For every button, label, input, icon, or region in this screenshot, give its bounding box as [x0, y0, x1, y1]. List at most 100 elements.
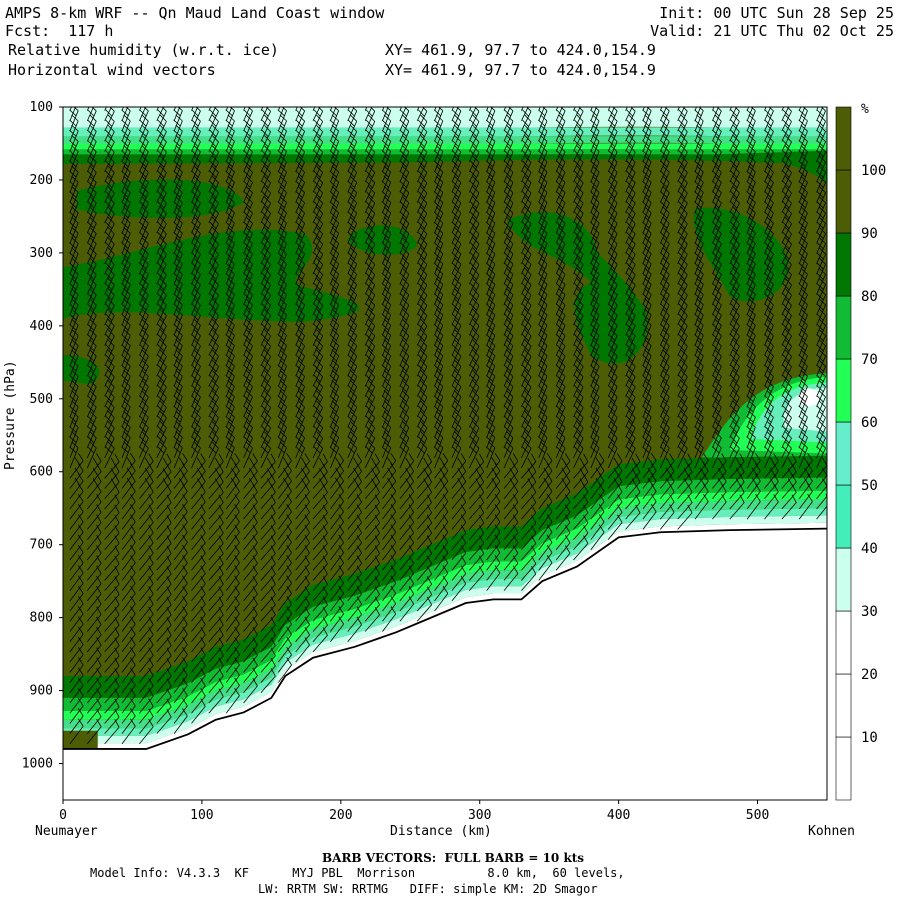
wind-barb-feather [123, 410, 131, 418]
wind-barb-feather [157, 160, 165, 168]
wind-barb-feather [247, 107, 253, 112]
wind-barb-feather [524, 431, 532, 439]
wind-barb-feather [264, 410, 271, 418]
wind-barb [555, 304, 566, 326]
wind-barb [121, 284, 131, 305]
wind-barb [173, 572, 188, 591]
wind-barb-feather [225, 293, 233, 300]
wind-barb-feather [417, 129, 425, 137]
wind-barb-feather [96, 453, 102, 462]
wind-barb [295, 294, 305, 316]
wind-barb-feather [390, 606, 397, 615]
wind-barb-feather [368, 298, 376, 306]
wind-barb-feather [96, 473, 102, 482]
wind-barb [416, 121, 428, 142]
wind-barb-feather [503, 160, 512, 168]
wind-barb-feather [485, 344, 494, 351]
wind-barb [295, 107, 303, 122]
wind-barb-feather [121, 385, 129, 392]
wind-barb-feather [451, 374, 459, 382]
wind-barb-feather [365, 272, 373, 280]
wind-barb-feather [105, 375, 113, 383]
wind-barb-feather [433, 232, 442, 239]
wind-barb [347, 501, 362, 520]
wind-barb [451, 202, 462, 224]
wind-barb-feather [472, 196, 480, 204]
wind-barb-feather [211, 267, 219, 275]
wind-barb [416, 502, 432, 520]
wind-barb-feather [173, 109, 181, 117]
wind-barb-feather [313, 119, 321, 127]
wind-barb-feather [123, 134, 131, 142]
wind-barb-feather [558, 247, 566, 255]
wind-barb-feather [329, 415, 337, 423]
wind-barb [243, 253, 253, 275]
wind-barb-feather [559, 95, 565, 101]
wind-barb-feather [123, 329, 131, 336]
wind-barb [173, 406, 183, 428]
wind-barb [156, 233, 167, 254]
wind-barb-feather [402, 124, 410, 132]
wind-barb-feather [451, 303, 459, 311]
wind-barb-feather [141, 237, 149, 245]
wind-barb-feather [139, 129, 147, 137]
wind-barb-feather [522, 119, 529, 127]
wind-barb-feather [175, 226, 183, 234]
wind-barb [277, 253, 287, 275]
wind-barb-feather [347, 395, 355, 403]
wind-barb-feather [347, 374, 355, 382]
wind-barb [243, 614, 258, 632]
wind-barb [86, 223, 97, 244]
wind-barb-feather [506, 135, 514, 142]
wind-barb-feather [408, 565, 415, 574]
wind-barb-feather [295, 354, 303, 362]
wind-barb-feather [225, 221, 233, 229]
wind-barb [468, 274, 480, 295]
wind-barb [503, 233, 514, 254]
wind-barb-feather [87, 211, 95, 219]
wind-barb [312, 243, 324, 265]
wind-barb [295, 233, 305, 254]
wind-barb-feather [592, 165, 600, 173]
wind-barb-feather [329, 374, 337, 382]
wind-barb-feather [522, 405, 529, 413]
wind-barb-feather [417, 415, 425, 423]
wind-barb-feather [173, 211, 181, 219]
wind-barb-feather [193, 359, 201, 367]
wind-barb-feather [608, 100, 614, 106]
wind-barb-feather [349, 226, 357, 234]
wind-barb [260, 335, 271, 356]
wind-barb [208, 686, 224, 704]
wind-barb-feather [175, 441, 183, 448]
wind-barb [364, 356, 376, 377]
wind-barb [173, 284, 183, 305]
wind-barb-feather [277, 180, 285, 188]
wind-barb-feather [433, 395, 442, 403]
wind-barb [139, 212, 149, 234]
wind-barb [330, 480, 344, 499]
wind-barb-feather [338, 575, 344, 584]
wind-barb [295, 253, 305, 275]
wind-barb [104, 635, 120, 653]
wind-barb-feather [556, 344, 564, 352]
wind-barb-feather [295, 395, 303, 403]
wind-barb [347, 614, 362, 632]
wind-barb [277, 552, 292, 571]
wind-barb [312, 274, 324, 295]
wind-barb-feather [540, 84, 547, 90]
wind-barb [139, 675, 154, 694]
wind-barb-feather [433, 436, 442, 443]
wind-barb-feather [454, 298, 462, 306]
wind-barb-feather [356, 565, 362, 574]
wind-barb-feather [365, 426, 373, 434]
wind-barb [295, 223, 305, 244]
wind-barb-feather [574, 211, 582, 219]
wind-barb-feather [494, 524, 501, 533]
wind-barb-feather [234, 473, 240, 482]
wind-barb-feather [402, 380, 410, 388]
wind-barb-feather [148, 494, 154, 503]
wind-barb-feather [261, 150, 269, 158]
wind-barb-feather [347, 303, 355, 311]
wind-barb-feather [227, 420, 235, 428]
wind-barb-feather [590, 89, 597, 95]
